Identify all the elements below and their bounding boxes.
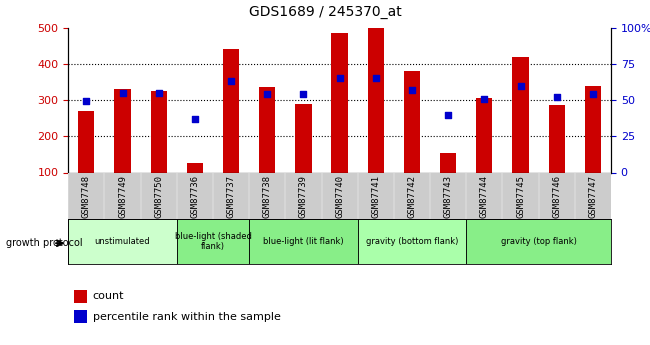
Text: GSM87736: GSM87736 xyxy=(190,175,200,218)
Text: GSM87737: GSM87737 xyxy=(227,175,235,218)
Bar xyxy=(476,98,493,172)
Text: gravity (top flank): gravity (top flank) xyxy=(500,237,577,246)
Bar xyxy=(440,152,456,172)
Bar xyxy=(68,219,177,264)
Text: GSM87745: GSM87745 xyxy=(516,175,525,218)
Text: percentile rank within the sample: percentile rank within the sample xyxy=(93,312,281,322)
Text: GSM87740: GSM87740 xyxy=(335,175,344,218)
Point xyxy=(117,90,127,96)
Point xyxy=(334,76,345,81)
Point xyxy=(81,99,92,104)
Bar xyxy=(73,290,87,303)
Bar xyxy=(585,86,601,172)
Bar xyxy=(512,57,528,172)
Bar xyxy=(295,104,311,172)
Text: GSM87747: GSM87747 xyxy=(588,175,597,218)
Bar xyxy=(404,71,420,172)
Point xyxy=(262,91,272,97)
Text: GSM87742: GSM87742 xyxy=(408,175,417,218)
Bar xyxy=(249,219,358,264)
Bar xyxy=(259,87,276,172)
Text: GSM87744: GSM87744 xyxy=(480,175,489,218)
Text: GSM87746: GSM87746 xyxy=(552,175,561,218)
Text: blue-light (shaded
flank): blue-light (shaded flank) xyxy=(175,232,252,251)
Bar xyxy=(466,219,611,264)
Bar xyxy=(78,111,94,172)
Bar xyxy=(187,164,203,172)
Bar xyxy=(368,28,384,172)
Text: GSM87743: GSM87743 xyxy=(444,175,452,218)
Bar xyxy=(151,91,167,172)
Point xyxy=(370,76,381,81)
Point xyxy=(515,83,526,88)
Bar xyxy=(332,33,348,172)
Bar xyxy=(177,219,249,264)
Bar xyxy=(358,219,466,264)
Text: GSM87750: GSM87750 xyxy=(154,175,163,218)
Bar xyxy=(73,310,87,323)
Text: GSM87748: GSM87748 xyxy=(82,175,91,218)
Bar xyxy=(223,49,239,172)
Point xyxy=(298,91,309,97)
Point xyxy=(479,96,489,101)
Point xyxy=(190,116,200,122)
Text: count: count xyxy=(93,292,124,301)
Bar xyxy=(114,89,131,172)
Text: blue-light (lit flank): blue-light (lit flank) xyxy=(263,237,344,246)
Text: growth protocol: growth protocol xyxy=(6,238,83,248)
Text: GSM87749: GSM87749 xyxy=(118,175,127,218)
Text: GSM87741: GSM87741 xyxy=(371,175,380,218)
Text: GSM87739: GSM87739 xyxy=(299,175,308,218)
Point xyxy=(407,87,417,93)
Text: unstimulated: unstimulated xyxy=(95,237,150,246)
Point xyxy=(588,91,598,97)
Text: GSM87738: GSM87738 xyxy=(263,175,272,218)
Point xyxy=(551,95,562,100)
Text: gravity (bottom flank): gravity (bottom flank) xyxy=(366,237,458,246)
Text: GDS1689 / 245370_at: GDS1689 / 245370_at xyxy=(248,5,402,19)
Point xyxy=(153,90,164,96)
Point xyxy=(226,78,237,84)
Bar xyxy=(549,106,565,172)
Point xyxy=(443,112,453,117)
